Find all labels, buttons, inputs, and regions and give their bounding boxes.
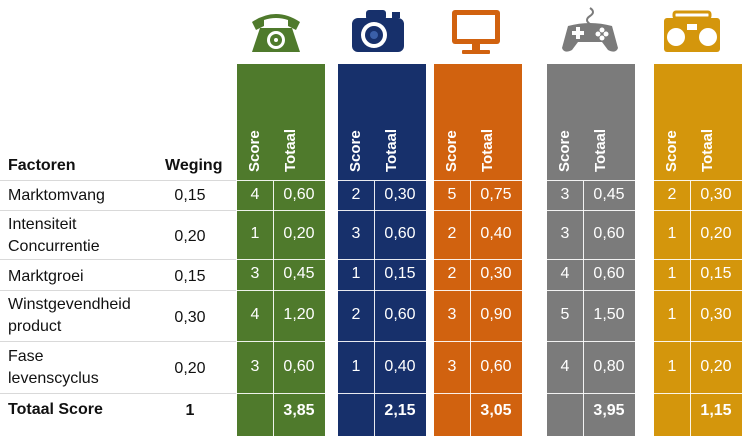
gamepad-icon bbox=[562, 7, 618, 52]
score-cell: 4 bbox=[250, 185, 260, 203]
row-label-intensiteit: Intensiteit Concurrentie bbox=[8, 216, 100, 255]
score-cell: 2 bbox=[667, 185, 677, 203]
score-header: Score bbox=[347, 130, 364, 172]
row-label-marktgroei: Marktgroei bbox=[8, 268, 84, 285]
score-cell: 2 bbox=[447, 225, 457, 242]
total-cell: 0,20 bbox=[700, 225, 732, 242]
total-cell: 0,45 bbox=[593, 185, 625, 203]
boombox-icon bbox=[664, 10, 720, 52]
weging-total: 1 bbox=[185, 402, 195, 419]
totaal-header: Totaal bbox=[282, 128, 299, 172]
total-cell: 0,75 bbox=[480, 185, 512, 203]
score-header: Score bbox=[556, 130, 573, 172]
score-header: Score bbox=[246, 130, 263, 172]
score-cell: 3 bbox=[250, 265, 260, 282]
header-weging: Weging bbox=[165, 157, 223, 174]
score-cell: 4 bbox=[560, 357, 570, 375]
weging-value: 0,20 bbox=[174, 228, 206, 245]
total-cell: 0,60 bbox=[283, 357, 315, 375]
total-cell: 0,80 bbox=[593, 357, 625, 375]
totaal-header: Totaal bbox=[479, 128, 496, 172]
weging-value: 0,15 bbox=[174, 187, 206, 204]
weging-value: 0,15 bbox=[174, 268, 206, 285]
score-header: Score bbox=[443, 130, 460, 172]
total-cell: 0,45 bbox=[283, 265, 315, 282]
total-cell: 0,30 bbox=[384, 185, 416, 203]
score-cell: 4 bbox=[250, 306, 260, 323]
row-label-winstgevendheid: Winstgevendheid product bbox=[8, 296, 131, 335]
telephone-icon bbox=[252, 14, 300, 52]
score-cell: 1 bbox=[667, 357, 677, 375]
score-cell: 5 bbox=[447, 185, 457, 203]
row-label-fase: Fase levenscyclus bbox=[8, 348, 99, 387]
total-score-cell: 2,15 bbox=[384, 402, 416, 419]
total-cell: 0,60 bbox=[480, 357, 512, 375]
score-cell: 1 bbox=[351, 357, 361, 375]
score-cell: 2 bbox=[351, 185, 361, 203]
score-cell: 3 bbox=[351, 225, 361, 242]
score-cell: 1 bbox=[250, 225, 260, 242]
product-column bbox=[237, 64, 325, 436]
score-cell: 2 bbox=[351, 306, 361, 323]
weging-value: 0,20 bbox=[174, 360, 206, 377]
total-cell: 1,20 bbox=[283, 306, 315, 323]
total-cell: 1,50 bbox=[593, 306, 625, 323]
product-column bbox=[547, 64, 635, 436]
score-cell: 2 bbox=[447, 265, 457, 282]
score-header: Score bbox=[663, 130, 680, 172]
total-cell: 0,40 bbox=[384, 357, 416, 375]
total-score-cell: 1,15 bbox=[700, 402, 732, 419]
score-cell: 1 bbox=[351, 265, 361, 282]
score-cell: 3 bbox=[447, 306, 457, 323]
score-cell: 3 bbox=[560, 225, 570, 242]
score-cell: 4 bbox=[560, 265, 570, 282]
total-cell: 0,15 bbox=[384, 265, 416, 282]
total-cell: 0,40 bbox=[480, 225, 512, 242]
score-cell: 1 bbox=[667, 306, 677, 323]
total-cell: 0,15 bbox=[700, 265, 732, 282]
camera-icon bbox=[352, 10, 404, 52]
total-cell: 0,60 bbox=[384, 306, 416, 323]
totaal-header: Totaal bbox=[592, 128, 609, 172]
total-cell: 0,60 bbox=[593, 265, 625, 282]
total-cell: 0,30 bbox=[700, 185, 732, 203]
header-factoren: Factoren bbox=[8, 157, 76, 174]
total-cell: 0,20 bbox=[283, 225, 315, 242]
row-label-marktomvang: Marktomvang bbox=[8, 187, 105, 204]
totaal-header: Totaal bbox=[383, 128, 400, 172]
score-cell: 3 bbox=[447, 357, 457, 375]
total-cell: 0,30 bbox=[480, 265, 512, 282]
monitor-icon bbox=[452, 10, 500, 54]
total-cell: 0,60 bbox=[283, 185, 315, 203]
product-column bbox=[654, 64, 742, 436]
score-cell: 3 bbox=[560, 185, 570, 203]
total-score-cell: 3,95 bbox=[593, 402, 625, 419]
score-cell: 5 bbox=[560, 306, 570, 323]
score-cell: 3 bbox=[250, 357, 260, 375]
total-score-cell: 3,05 bbox=[480, 402, 512, 419]
total-cell: 0,30 bbox=[700, 306, 732, 323]
totaal-header: Totaal bbox=[699, 128, 716, 172]
row-label-totaal: Totaal Score bbox=[8, 401, 103, 418]
score-cell: 1 bbox=[667, 225, 677, 242]
product-column bbox=[434, 64, 522, 436]
total-cell: 0,60 bbox=[593, 225, 625, 242]
weging-value: 0,30 bbox=[174, 309, 206, 326]
total-cell: 0,90 bbox=[480, 306, 512, 323]
total-cell: 0,20 bbox=[700, 357, 732, 375]
product-column bbox=[338, 64, 426, 436]
total-score-cell: 3,85 bbox=[283, 402, 315, 419]
total-cell: 0,60 bbox=[384, 225, 416, 242]
score-cell: 1 bbox=[667, 265, 677, 282]
